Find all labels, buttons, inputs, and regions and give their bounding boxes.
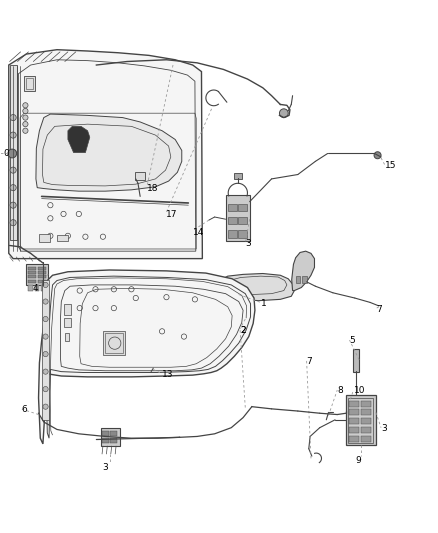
Circle shape bbox=[10, 150, 16, 156]
Text: 10: 10 bbox=[353, 386, 365, 395]
Text: 7: 7 bbox=[377, 305, 382, 314]
Circle shape bbox=[43, 404, 48, 409]
Polygon shape bbox=[238, 230, 247, 238]
Polygon shape bbox=[35, 285, 39, 292]
Polygon shape bbox=[226, 195, 250, 241]
Polygon shape bbox=[361, 418, 371, 424]
Circle shape bbox=[8, 149, 17, 158]
Text: 6: 6 bbox=[21, 405, 27, 414]
Polygon shape bbox=[28, 280, 36, 282]
Polygon shape bbox=[219, 273, 294, 301]
Circle shape bbox=[23, 108, 28, 114]
Text: 2: 2 bbox=[240, 326, 246, 335]
Text: 3: 3 bbox=[102, 463, 108, 472]
Polygon shape bbox=[38, 271, 46, 274]
Polygon shape bbox=[238, 217, 247, 224]
Circle shape bbox=[43, 369, 48, 374]
Circle shape bbox=[43, 317, 48, 322]
Polygon shape bbox=[135, 172, 145, 180]
Polygon shape bbox=[41, 285, 45, 292]
Polygon shape bbox=[28, 266, 36, 270]
Polygon shape bbox=[234, 173, 242, 179]
Polygon shape bbox=[28, 285, 33, 292]
Polygon shape bbox=[42, 280, 49, 420]
Polygon shape bbox=[64, 318, 71, 327]
Polygon shape bbox=[228, 217, 237, 224]
Polygon shape bbox=[292, 251, 314, 290]
Polygon shape bbox=[349, 435, 359, 442]
Polygon shape bbox=[39, 270, 255, 444]
Circle shape bbox=[23, 115, 28, 120]
Polygon shape bbox=[238, 204, 247, 211]
Circle shape bbox=[23, 128, 28, 133]
Polygon shape bbox=[28, 271, 36, 274]
Polygon shape bbox=[103, 332, 125, 355]
Polygon shape bbox=[101, 427, 120, 446]
Circle shape bbox=[10, 115, 16, 120]
Polygon shape bbox=[346, 395, 376, 445]
Polygon shape bbox=[102, 438, 109, 443]
Circle shape bbox=[43, 334, 48, 339]
Text: 7: 7 bbox=[307, 357, 312, 366]
Polygon shape bbox=[361, 435, 371, 442]
Text: 18: 18 bbox=[147, 184, 158, 193]
Polygon shape bbox=[38, 266, 46, 270]
Circle shape bbox=[10, 220, 16, 226]
Circle shape bbox=[147, 370, 153, 376]
Text: 13: 13 bbox=[162, 370, 173, 379]
Polygon shape bbox=[349, 418, 359, 424]
Text: 3: 3 bbox=[381, 424, 387, 433]
Polygon shape bbox=[39, 233, 50, 243]
Polygon shape bbox=[110, 431, 117, 437]
Text: 17: 17 bbox=[166, 211, 177, 219]
Polygon shape bbox=[349, 427, 359, 433]
Circle shape bbox=[10, 202, 16, 208]
Text: 0: 0 bbox=[3, 149, 9, 158]
Polygon shape bbox=[361, 400, 371, 407]
Polygon shape bbox=[228, 230, 237, 238]
Polygon shape bbox=[24, 76, 35, 91]
Circle shape bbox=[10, 167, 16, 173]
Text: 9: 9 bbox=[356, 456, 361, 465]
Circle shape bbox=[23, 103, 28, 108]
Text: 4: 4 bbox=[33, 284, 39, 293]
Circle shape bbox=[279, 109, 288, 118]
Polygon shape bbox=[26, 264, 48, 285]
Text: 2: 2 bbox=[240, 326, 246, 335]
Text: 1: 1 bbox=[261, 299, 266, 308]
Circle shape bbox=[43, 351, 48, 357]
Polygon shape bbox=[102, 431, 109, 437]
Circle shape bbox=[10, 132, 16, 138]
Circle shape bbox=[374, 152, 381, 159]
Polygon shape bbox=[228, 204, 237, 211]
Text: 14: 14 bbox=[193, 228, 204, 237]
Polygon shape bbox=[64, 304, 71, 314]
Text: 8: 8 bbox=[337, 386, 343, 395]
Polygon shape bbox=[349, 400, 359, 407]
Polygon shape bbox=[38, 280, 46, 282]
Polygon shape bbox=[10, 65, 17, 240]
Polygon shape bbox=[65, 333, 69, 341]
Circle shape bbox=[43, 299, 48, 304]
Polygon shape bbox=[28, 275, 36, 278]
Polygon shape bbox=[353, 349, 359, 372]
Polygon shape bbox=[361, 409, 371, 415]
Polygon shape bbox=[68, 126, 90, 152]
Circle shape bbox=[23, 122, 28, 127]
Circle shape bbox=[43, 386, 48, 392]
Text: 5: 5 bbox=[350, 336, 355, 345]
Polygon shape bbox=[296, 276, 300, 283]
Text: 15: 15 bbox=[385, 161, 396, 170]
Polygon shape bbox=[361, 427, 371, 433]
Polygon shape bbox=[110, 438, 117, 443]
Polygon shape bbox=[349, 409, 359, 415]
Polygon shape bbox=[9, 50, 202, 259]
Circle shape bbox=[10, 184, 16, 191]
Polygon shape bbox=[57, 235, 68, 241]
Circle shape bbox=[43, 282, 48, 287]
Polygon shape bbox=[36, 114, 182, 191]
Text: 3: 3 bbox=[245, 239, 251, 248]
Polygon shape bbox=[302, 276, 307, 283]
Polygon shape bbox=[38, 275, 46, 278]
